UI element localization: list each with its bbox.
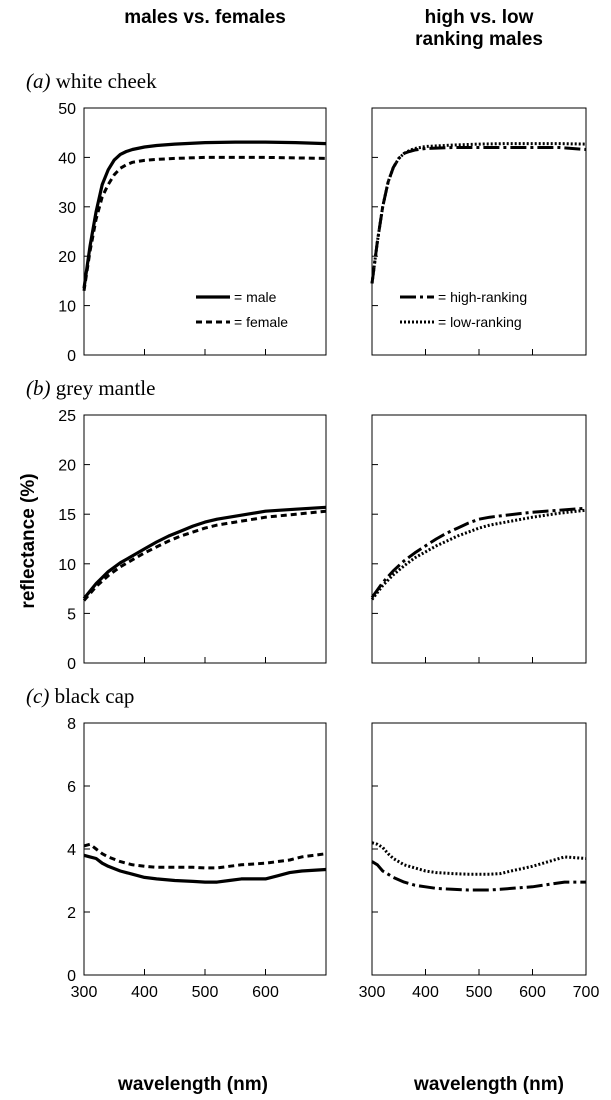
y-tick-label: 0 [67,968,76,985]
y-tick-label: 20 [58,458,76,475]
legend-label-high-ranking: = high-ranking [438,289,527,305]
x-tick-label: 500 [466,984,493,1001]
panel-3 [370,414,587,664]
y-tick-label: 2 [67,905,76,922]
series-line-male [83,853,327,884]
series-line-female [83,842,327,870]
y-tick-label: 15 [58,507,76,524]
series-line-high-ranking [370,146,587,284]
y-tick-label: 50 [58,101,76,118]
column-header-1-line-0: high vs. low [425,7,534,28]
column-header-0-line-0: males vs. females [124,7,286,28]
series-line-low-ranking [371,841,587,876]
plot-frame-2 [83,414,327,664]
panel-prefix: (b) [26,376,51,400]
y-tick-label: 10 [58,557,76,574]
series-line-male [82,505,327,600]
plot-frame-0 [83,107,327,356]
x-tick-label: 400 [412,984,439,1001]
panel-1: = high-ranking = low-ranking [370,107,587,356]
panel-prefix: (a) [26,69,51,93]
legend-label-male: = male [234,289,277,305]
y-tick-label: 8 [67,716,76,733]
panel-prefix: (c) [26,684,49,708]
y-tick-label: 10 [58,299,76,316]
x-axis-title-1: wavelength (nm) [413,1074,564,1095]
y-tick-label: 0 [67,656,76,673]
x-tick-label: 700 [573,984,600,1001]
legend-label-low-ranking: = low-ranking [438,314,522,330]
panel-title-0: (a) white cheek [26,69,157,93]
y-tick-label: 4 [67,842,76,859]
x-tick-label: 400 [131,984,158,1001]
legend-label-female: = female [234,314,288,330]
panel-0: (a) white cheek 0 10 20 30 40 50 = male = female [26,69,327,365]
x-tick-label: 500 [192,984,219,1001]
x-tick-label: 300 [359,984,386,1001]
y-tick-label: 0 [67,348,76,365]
plot-frame-5 [371,722,587,976]
plot-frame-4 [83,722,327,976]
x-tick-label: 600 [252,984,279,1001]
y-tick-label: 40 [58,150,76,167]
panel-name: grey mantle [51,376,156,400]
panel-name: black cap [49,684,134,708]
y-tick-label: 25 [58,408,76,425]
y-tick-label: 6 [67,779,76,796]
panel-title-4: (c) black cap [26,684,134,708]
panel-title-2: (b) grey mantle [26,376,155,400]
x-tick-label: 600 [519,984,546,1001]
panel-5: 300 400 500 600 700 [359,722,600,1001]
panel-name: white cheek [51,69,158,93]
series-line-high-ranking [371,860,586,892]
y-tick-label: 20 [58,249,76,266]
panel-4: (c) black cap 0 2 4 6 8 300 400 500 600 [26,684,327,1001]
series-line-male [82,140,327,289]
series-line-female [82,155,327,292]
y-tick-label: 30 [58,200,76,217]
y-tick-label: 5 [67,606,76,623]
series-line-low-ranking [370,508,587,601]
column-header-1-line-1: ranking males [415,29,543,50]
series-line-low-ranking [370,142,587,284]
plot-frame-3 [371,414,587,664]
x-axis-title-0: wavelength (nm) [117,1074,268,1095]
y-axis-title: reflectance (%) [18,473,39,608]
series-line-female [82,509,327,602]
x-tick-label: 300 [71,984,98,1001]
panel-2: (b) grey mantle 0 5 10 15 20 25 [26,376,327,673]
series-line-high-ranking [370,506,587,599]
